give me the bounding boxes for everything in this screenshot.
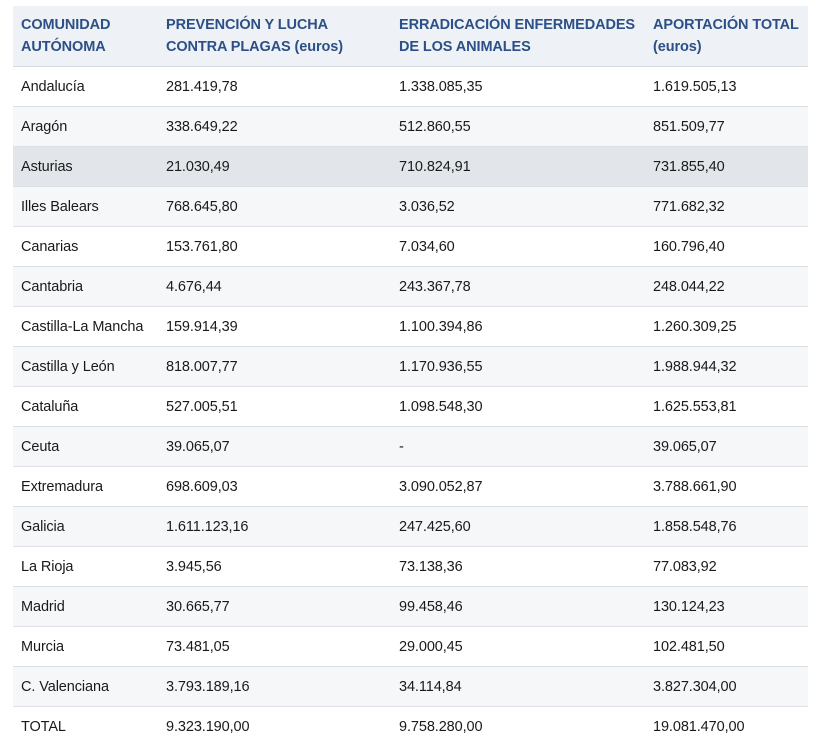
table-row: Extremadura 698.609,03 3.090.052,87 3.78… bbox=[13, 467, 808, 507]
table-row: Madrid 30.665,77 99.458,46 130.124,23 bbox=[13, 586, 808, 627]
cell-erradicacion: 710.824,91 bbox=[399, 158, 471, 175]
cell-prevencion: 3.793.189,16 bbox=[166, 678, 250, 695]
cell-comunidad: Canarias bbox=[21, 238, 79, 255]
cell-prevencion: 4.676,44 bbox=[166, 278, 222, 295]
cell-total: 1.988.944,32 bbox=[653, 358, 737, 375]
table-row: La Rioja 3.945,56 73.138,36 77.083,92 bbox=[13, 547, 808, 587]
cell-erradicacion: 3.090.052,87 bbox=[399, 478, 483, 495]
table-body: Andalucía 281.419,78 1.338.085,35 1.619.… bbox=[13, 67, 808, 747]
cell-erradicacion: 243.367,78 bbox=[399, 278, 471, 295]
cell-erradicacion: 1.338.085,35 bbox=[399, 78, 483, 95]
cell-comunidad: Aragón bbox=[21, 118, 68, 135]
cell-erradicacion: 34.114,84 bbox=[399, 678, 462, 695]
cell-erradicacion: 1.100.394,86 bbox=[399, 318, 483, 335]
cell-erradicacion: 512.860,55 bbox=[399, 118, 471, 135]
cell-total: 1.260.309,25 bbox=[653, 318, 737, 335]
cell-prevencion: 768.645,80 bbox=[166, 198, 238, 215]
cell-total: 160.796,40 bbox=[653, 238, 725, 255]
cell-comunidad: Andalucía bbox=[21, 78, 85, 95]
header-prevencion: PREVENCIÓN Y LUCHA CONTRA PLAGAS (euros) bbox=[158, 6, 391, 67]
cell-comunidad: Galicia bbox=[21, 518, 65, 535]
cell-total: 731.855,40 bbox=[653, 158, 725, 175]
table-row: Galicia 1.611.123,16 247.425,60 1.858.54… bbox=[13, 506, 808, 547]
contributions-table: COMUNIDAD AUTÓNOMA PREVENCIÓN Y LUCHA CO… bbox=[13, 6, 808, 747]
cell-total: 102.481,50 bbox=[653, 638, 725, 655]
total-row: TOTAL 9.323.190,00 9.758.280,00 19.081.4… bbox=[13, 707, 808, 747]
cell-prevencion: 527.005,51 bbox=[166, 398, 238, 415]
cell-total: 77.083,92 bbox=[653, 558, 717, 575]
table-row: Castilla-La Mancha 159.914,39 1.100.394,… bbox=[13, 307, 808, 347]
cell-erradicacion: 1.170.936,55 bbox=[399, 358, 483, 375]
table-row: C. Valenciana 3.793.189,16 34.114,84 3.8… bbox=[13, 666, 808, 707]
table-header: COMUNIDAD AUTÓNOMA PREVENCIÓN Y LUCHA CO… bbox=[13, 6, 808, 67]
cell-prevencion: 9.323.190,00 bbox=[166, 718, 250, 735]
cell-comunidad: Murcia bbox=[21, 638, 64, 655]
table-container: COMUNIDAD AUTÓNOMA PREVENCIÓN Y LUCHA CO… bbox=[13, 6, 808, 747]
header-row: COMUNIDAD AUTÓNOMA PREVENCIÓN Y LUCHA CO… bbox=[13, 6, 808, 67]
cell-erradicacion: 99.458,46 bbox=[399, 598, 463, 615]
table-row: Aragón 338.649,22 512.860,55 851.509,77 bbox=[13, 106, 808, 147]
cell-erradicacion: - bbox=[399, 438, 404, 455]
cell-prevencion: 21.030,49 bbox=[166, 158, 230, 175]
cell-comunidad: Castilla y León bbox=[21, 358, 115, 375]
cell-total: 39.065,07 bbox=[653, 438, 717, 455]
header-aportacion-total: APORTACIÓN TOTAL (euros) bbox=[645, 6, 808, 67]
table-row: Canarias 153.761,80 7.034,60 160.796,40 bbox=[13, 227, 808, 267]
cell-prevencion: 153.761,80 bbox=[166, 238, 238, 255]
cell-comunidad: C. Valenciana bbox=[21, 678, 109, 695]
table-row: Andalucía 281.419,78 1.338.085,35 1.619.… bbox=[13, 67, 808, 107]
cell-comunidad: Extremadura bbox=[21, 478, 103, 495]
cell-total: 130.124,23 bbox=[653, 598, 725, 615]
cell-comunidad: Madrid bbox=[21, 598, 65, 615]
cell-total: 3.827.304,00 bbox=[653, 678, 737, 695]
cell-comunidad: Cataluña bbox=[21, 398, 79, 415]
cell-total: 248.044,22 bbox=[653, 278, 725, 295]
cell-prevencion: 818.007,77 bbox=[166, 358, 238, 375]
table-row: Cantabria 4.676,44 243.367,78 248.044,22 bbox=[13, 266, 808, 307]
cell-erradicacion: 29.000,45 bbox=[399, 638, 463, 655]
table-row: Ceuta 39.065,07 - 39.065,07 bbox=[13, 426, 808, 467]
cell-erradicacion: 1.098.548,30 bbox=[399, 398, 483, 415]
cell-total: 1.619.505,13 bbox=[653, 78, 737, 95]
cell-total: 3.788.661,90 bbox=[653, 478, 737, 495]
cell-erradicacion: 3.036,52 bbox=[399, 198, 455, 215]
cell-prevencion: 159.914,39 bbox=[166, 318, 238, 335]
cell-prevencion: 1.611.123,16 bbox=[166, 518, 249, 535]
cell-prevencion: 281.419,78 bbox=[166, 78, 238, 95]
table-row: Asturias 21.030,49 710.824,91 731.855,40 bbox=[13, 146, 808, 187]
cell-total: 1.858.548,76 bbox=[653, 518, 737, 535]
cell-erradicacion: 247.425,60 bbox=[399, 518, 471, 535]
cell-prevencion: 30.665,77 bbox=[166, 598, 230, 615]
cell-erradicacion: 73.138,36 bbox=[399, 558, 463, 575]
cell-prevencion: 39.065,07 bbox=[166, 438, 230, 455]
table-row: Cataluña 527.005,51 1.098.548,30 1.625.5… bbox=[13, 387, 808, 427]
cell-total: 851.509,77 bbox=[653, 118, 725, 135]
header-comunidad: COMUNIDAD AUTÓNOMA bbox=[13, 6, 158, 67]
cell-comunidad: Castilla-La Mancha bbox=[21, 318, 144, 335]
cell-comunidad: TOTAL bbox=[21, 718, 66, 735]
table-row: Murcia 73.481,05 29.000,45 102.481,50 bbox=[13, 627, 808, 667]
cell-comunidad: Cantabria bbox=[21, 278, 83, 295]
cell-prevencion: 338.649,22 bbox=[166, 118, 238, 135]
cell-prevencion: 3.945,56 bbox=[166, 558, 222, 575]
cell-comunidad: Illes Balears bbox=[21, 198, 99, 215]
cell-erradicacion: 9.758.280,00 bbox=[399, 718, 483, 735]
cell-comunidad: Ceuta bbox=[21, 438, 60, 455]
cell-prevencion: 73.481,05 bbox=[166, 638, 230, 655]
cell-prevencion: 698.609,03 bbox=[166, 478, 238, 495]
cell-total: 19.081.470,00 bbox=[653, 718, 745, 735]
table-row: Illes Balears 768.645,80 3.036,52 771.68… bbox=[13, 186, 808, 227]
cell-total: 1.625.553,81 bbox=[653, 398, 737, 415]
cell-comunidad: Asturias bbox=[21, 158, 73, 175]
header-erradicacion: ERRADICACIÓN ENFERMEDADES DE LOS ANIMALE… bbox=[391, 6, 645, 67]
cell-comunidad: La Rioja bbox=[21, 558, 74, 575]
table-row: Castilla y León 818.007,77 1.170.936,55 … bbox=[13, 346, 808, 387]
cell-erradicacion: 7.034,60 bbox=[399, 238, 455, 255]
cell-total: 771.682,32 bbox=[653, 198, 725, 215]
